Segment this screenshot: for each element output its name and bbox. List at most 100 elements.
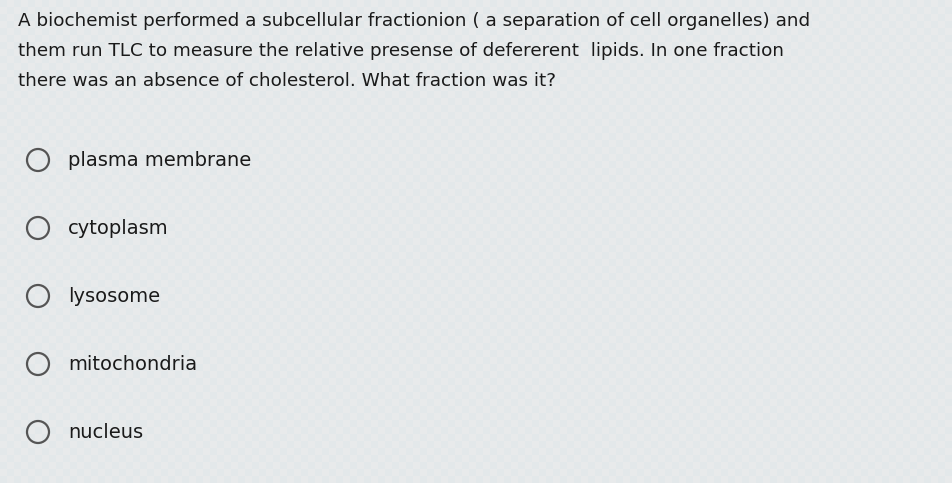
- Bar: [371, 133, 378, 140]
- Bar: [560, 196, 567, 203]
- Bar: [35, 105, 42, 112]
- Bar: [112, 245, 119, 252]
- Bar: [532, 140, 539, 147]
- Bar: [875, 7, 882, 14]
- Bar: [700, 308, 707, 315]
- Bar: [77, 182, 84, 189]
- Bar: [252, 105, 259, 112]
- Bar: [777, 385, 784, 392]
- Bar: [224, 98, 231, 105]
- Bar: [203, 84, 210, 91]
- Bar: [581, 168, 588, 175]
- Bar: [308, 154, 315, 161]
- Bar: [266, 413, 273, 420]
- Bar: [441, 238, 448, 245]
- Bar: [308, 56, 315, 63]
- Bar: [392, 476, 399, 483]
- Bar: [203, 462, 210, 469]
- Bar: [280, 35, 287, 42]
- Bar: [259, 182, 266, 189]
- Bar: [875, 217, 882, 224]
- Bar: [119, 329, 126, 336]
- Bar: [42, 35, 49, 42]
- Bar: [931, 203, 938, 210]
- Bar: [546, 35, 553, 42]
- Bar: [770, 322, 777, 329]
- Bar: [441, 294, 448, 301]
- Bar: [469, 420, 476, 427]
- Bar: [826, 434, 833, 441]
- Bar: [357, 385, 364, 392]
- Bar: [875, 182, 882, 189]
- Bar: [231, 168, 238, 175]
- Bar: [77, 56, 84, 63]
- Bar: [287, 161, 294, 168]
- Bar: [357, 231, 364, 238]
- Bar: [651, 119, 658, 126]
- Bar: [742, 238, 749, 245]
- Bar: [749, 434, 756, 441]
- Bar: [560, 168, 567, 175]
- Bar: [588, 119, 595, 126]
- Bar: [546, 217, 553, 224]
- Bar: [581, 350, 588, 357]
- Bar: [714, 91, 721, 98]
- Bar: [532, 301, 539, 308]
- Bar: [63, 28, 70, 35]
- Bar: [28, 238, 35, 245]
- Bar: [434, 70, 441, 77]
- Bar: [574, 140, 581, 147]
- Bar: [812, 147, 819, 154]
- Bar: [259, 294, 266, 301]
- Bar: [189, 336, 196, 343]
- Bar: [427, 35, 434, 42]
- Bar: [854, 392, 861, 399]
- Bar: [28, 315, 35, 322]
- Bar: [791, 252, 798, 259]
- Bar: [133, 224, 140, 231]
- Bar: [182, 14, 189, 21]
- Bar: [189, 168, 196, 175]
- Bar: [119, 385, 126, 392]
- Bar: [798, 91, 805, 98]
- Bar: [217, 301, 224, 308]
- Bar: [280, 476, 287, 483]
- Bar: [658, 98, 665, 105]
- Bar: [518, 378, 525, 385]
- Bar: [763, 252, 770, 259]
- Bar: [672, 266, 679, 273]
- Bar: [175, 469, 182, 476]
- Bar: [581, 84, 588, 91]
- Bar: [77, 259, 84, 266]
- Bar: [924, 217, 931, 224]
- Bar: [0, 231, 7, 238]
- Bar: [357, 91, 364, 98]
- Bar: [686, 133, 693, 140]
- Bar: [448, 14, 455, 21]
- Bar: [896, 119, 903, 126]
- Bar: [245, 196, 252, 203]
- Bar: [210, 476, 217, 483]
- Bar: [609, 231, 616, 238]
- Bar: [917, 273, 924, 280]
- Bar: [112, 140, 119, 147]
- Bar: [203, 280, 210, 287]
- Bar: [875, 70, 882, 77]
- Bar: [798, 7, 805, 14]
- Bar: [931, 112, 938, 119]
- Bar: [847, 189, 854, 196]
- Bar: [581, 476, 588, 483]
- Bar: [0, 462, 7, 469]
- Bar: [581, 462, 588, 469]
- Bar: [168, 315, 175, 322]
- Bar: [511, 350, 518, 357]
- Bar: [777, 294, 784, 301]
- Bar: [448, 238, 455, 245]
- Bar: [882, 294, 889, 301]
- Bar: [322, 210, 329, 217]
- Bar: [63, 210, 70, 217]
- Bar: [686, 273, 693, 280]
- Bar: [217, 63, 224, 70]
- Bar: [455, 476, 462, 483]
- Bar: [147, 329, 154, 336]
